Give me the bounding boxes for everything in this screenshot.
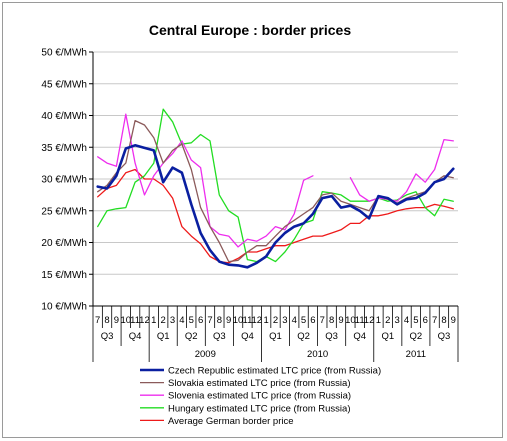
x-month-label: 5 — [413, 315, 418, 326]
x-month-label: 9 — [338, 315, 343, 326]
x-month-label: 7 — [207, 315, 212, 326]
series-line-2 — [97, 119, 454, 263]
x-month-label: 2 — [273, 315, 278, 326]
y-tick-label: 40 €/MWh — [41, 111, 87, 122]
x-quarter-label: Q4 — [129, 331, 142, 342]
x-month-label: 2 — [385, 315, 390, 326]
x-month-label: 10 — [233, 315, 244, 326]
series-line-3 — [97, 113, 454, 248]
x-quarter-label: Q1 — [381, 331, 394, 342]
x-month-label: 12 — [139, 315, 150, 326]
x-month-label: 7 — [432, 315, 437, 326]
x-month-label: 8 — [104, 315, 109, 326]
x-month-label: 9 — [451, 315, 456, 326]
series-lines — [96, 108, 455, 269]
chart-title: Central Europe : border prices — [149, 22, 351, 38]
x-month-label: 6 — [198, 315, 203, 326]
y-tick-label: 25 €/MWh — [41, 206, 87, 217]
x-quarter-label: Q3 — [438, 331, 451, 342]
series-line-5 — [97, 168, 454, 264]
x-tick-labels: 7 8 9 10 11 12 1 2 3 4 5 6 7 8 9 10 11 12 1 2 3 4 5 6 7 8 9 10 11 12 1… — [95, 315, 456, 360]
legend-label: Average German border price — [168, 416, 294, 427]
legend-label: Slovakia estimated LTC price (from Russi… — [168, 378, 351, 389]
x-month-label: 1 — [151, 315, 156, 326]
x-quarter-label: Q2 — [297, 331, 310, 342]
x-year-label: 2010 — [307, 349, 328, 360]
x-month-label: 3 — [395, 315, 400, 326]
x-quarter-label: Q4 — [353, 331, 366, 342]
series-line-4 — [97, 108, 454, 263]
x-month-label: 9 — [226, 315, 231, 326]
x-month-label: 2 — [161, 315, 166, 326]
x-month-label: 5 — [301, 315, 306, 326]
y-tick-label: 45 €/MWh — [41, 79, 87, 90]
x-month-label: 11 — [242, 315, 252, 326]
x-quarter-label: Q3 — [325, 331, 338, 342]
x-month-label: 4 — [292, 315, 297, 326]
x-quarter-label: Q4 — [241, 331, 254, 342]
x-quarter-label: Q3 — [213, 331, 226, 342]
x-quarter-label: Q2 — [410, 331, 423, 342]
x-month-label: 12 — [251, 315, 262, 326]
x-month-label: 8 — [441, 315, 446, 326]
x-month-label: 4 — [179, 315, 184, 326]
x-month-label: 1 — [376, 315, 381, 326]
y-tick-label: 35 €/MWh — [41, 143, 87, 154]
x-month-label: 5 — [189, 315, 194, 326]
legend-label: Slovenia estimated LTC price (from Russi… — [168, 391, 351, 402]
x-month-label: 10 — [120, 315, 131, 326]
gridlines — [93, 51, 458, 275]
x-quarter-label: Q3 — [101, 331, 114, 342]
series-line-1 — [96, 144, 455, 269]
x-year-label: 2009 — [195, 349, 216, 360]
x-month-label: 6 — [423, 315, 428, 326]
y-tick-labels: 10 €/MWh 15 €/MWh 20 €/MWh 25 €/MWh 30 €/MWh… — [41, 48, 87, 313]
x-quarter-label: Q1 — [157, 331, 170, 342]
y-tick-label: 20 €/MWh — [41, 238, 87, 249]
x-month-label: 1 — [263, 315, 268, 326]
x-month-label: 8 — [217, 315, 222, 326]
legend-label: Czech Republic estimated LTC price (from… — [168, 366, 381, 377]
x-year-label: 2011 — [406, 349, 426, 360]
y-tick-label: 10 €/MWh — [41, 302, 87, 313]
chart-frame — [2, 2, 503, 438]
x-month-label: 10 — [345, 315, 356, 326]
x-month-label: 3 — [282, 315, 287, 326]
x-quarter-label: Q1 — [269, 331, 282, 342]
y-tick-label: 50 €/MWh — [41, 48, 87, 59]
x-month-label: 11 — [130, 315, 140, 326]
x-month-label: 9 — [114, 315, 119, 326]
x-month-label: 11 — [355, 315, 365, 326]
axes — [89, 51, 459, 362]
y-tick-label: 30 €/MWh — [41, 175, 87, 186]
y-tick-label: 15 €/MWh — [41, 270, 87, 281]
legend: Czech Republic estimated LTC price (from… — [140, 366, 381, 427]
x-month-label: 8 — [329, 315, 334, 326]
x-month-label: 12 — [364, 315, 375, 326]
x-month-label: 4 — [404, 315, 409, 326]
x-month-label: 3 — [170, 315, 175, 326]
legend-label: Hungary estimated LTC price (from Russia… — [168, 403, 351, 414]
x-month-label: 7 — [95, 315, 100, 326]
x-month-label: 6 — [310, 315, 315, 326]
x-month-label: 7 — [320, 315, 325, 326]
x-quarter-label: Q2 — [185, 331, 198, 342]
